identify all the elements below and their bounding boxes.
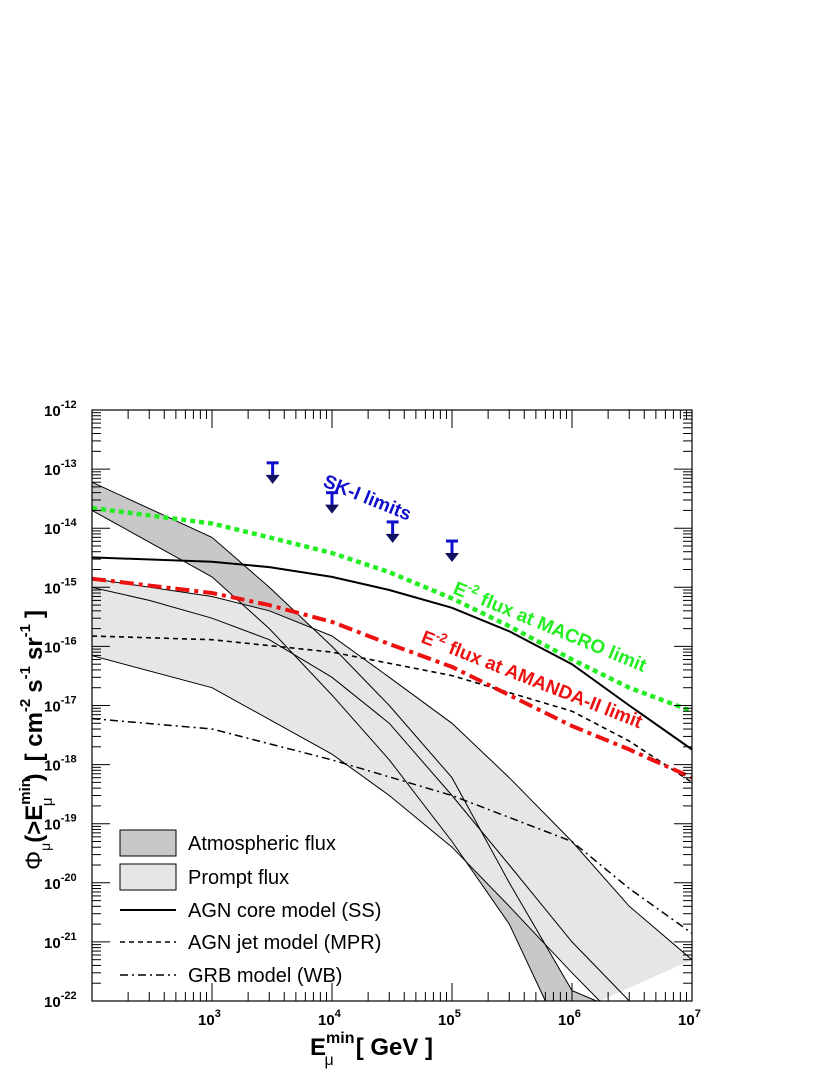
legend-label: Atmospheric flux [188, 833, 336, 855]
y-tick-label: 10-22 [44, 990, 77, 1011]
legend-label: GRB model (WB) [188, 965, 342, 987]
y-tick-label: 10-15 [44, 576, 77, 597]
axis-ticks [91, 409, 692, 1002]
legend: Atmospheric flux Prompt flux AGN core mode… [119, 829, 381, 987]
legend-label: AGN core model (SS) [188, 900, 381, 922]
sk-limit-marker [445, 539, 459, 563]
legend-entry: Prompt flux [119, 863, 289, 891]
series-line-0 [92, 556, 692, 751]
band-upper-0 [92, 481, 597, 1001]
x-tick-label: 107 [678, 1008, 701, 1029]
x-tick-label: 103 [198, 1008, 221, 1029]
series-line-4 [92, 576, 692, 780]
band-upper-1 [92, 578, 692, 961]
legend-entry: AGN jet model (MPR) [120, 932, 381, 954]
x-tick-label: 106 [558, 1008, 581, 1029]
legend-entry: Atmospheric flux [119, 829, 336, 857]
y-tick-label: 10-19 [44, 813, 77, 834]
y-tick-label: 10-17 [44, 695, 77, 716]
y-tick-label: 10-13 [44, 458, 77, 479]
y-tick-label: 10-21 [44, 931, 77, 952]
y-axis-title: Φμ(>Emin μ)[ cm-2s-1sr-1] [17, 610, 56, 870]
legend-entry: AGN core model (SS) [120, 900, 381, 922]
y-tick-label: 10-20 [44, 872, 77, 893]
x-axis-title: Emin μ[ GeV ] [310, 1030, 433, 1069]
series-line-1 [92, 635, 692, 784]
sk-limit-marker [385, 520, 400, 543]
legend-swatch [119, 829, 177, 857]
band-mid-1 [92, 586, 630, 1001]
y-tick-label: 10-12 [44, 399, 77, 420]
series-line-2 [92, 717, 692, 934]
y-tick-label: 10-16 [44, 635, 77, 656]
y-tick-label: 10-14 [44, 517, 77, 538]
band-lower-1 [92, 655, 601, 1001]
band-fill-0 [92, 482, 597, 1001]
legend-label: Prompt flux [188, 867, 289, 889]
x-tick-label: 104 [318, 1008, 342, 1029]
y-tick-label: 10-18 [44, 754, 77, 775]
sk-limit-marker [265, 461, 280, 484]
band-lower-0 [92, 509, 546, 1001]
plot-area [92, 461, 692, 1001]
legend-entry: GRB model (WB) [120, 965, 342, 987]
legend-swatch [119, 863, 177, 891]
sk-limit-marker [325, 491, 339, 514]
band-fill-1 [92, 578, 692, 1001]
tick-labels: 103 104 105 106 107 10-12 10-13 10-14 10-15 10-16… [44, 399, 701, 1029]
legend-label: AGN jet model (MPR) [188, 932, 381, 954]
x-tick-label: 105 [438, 1008, 461, 1029]
